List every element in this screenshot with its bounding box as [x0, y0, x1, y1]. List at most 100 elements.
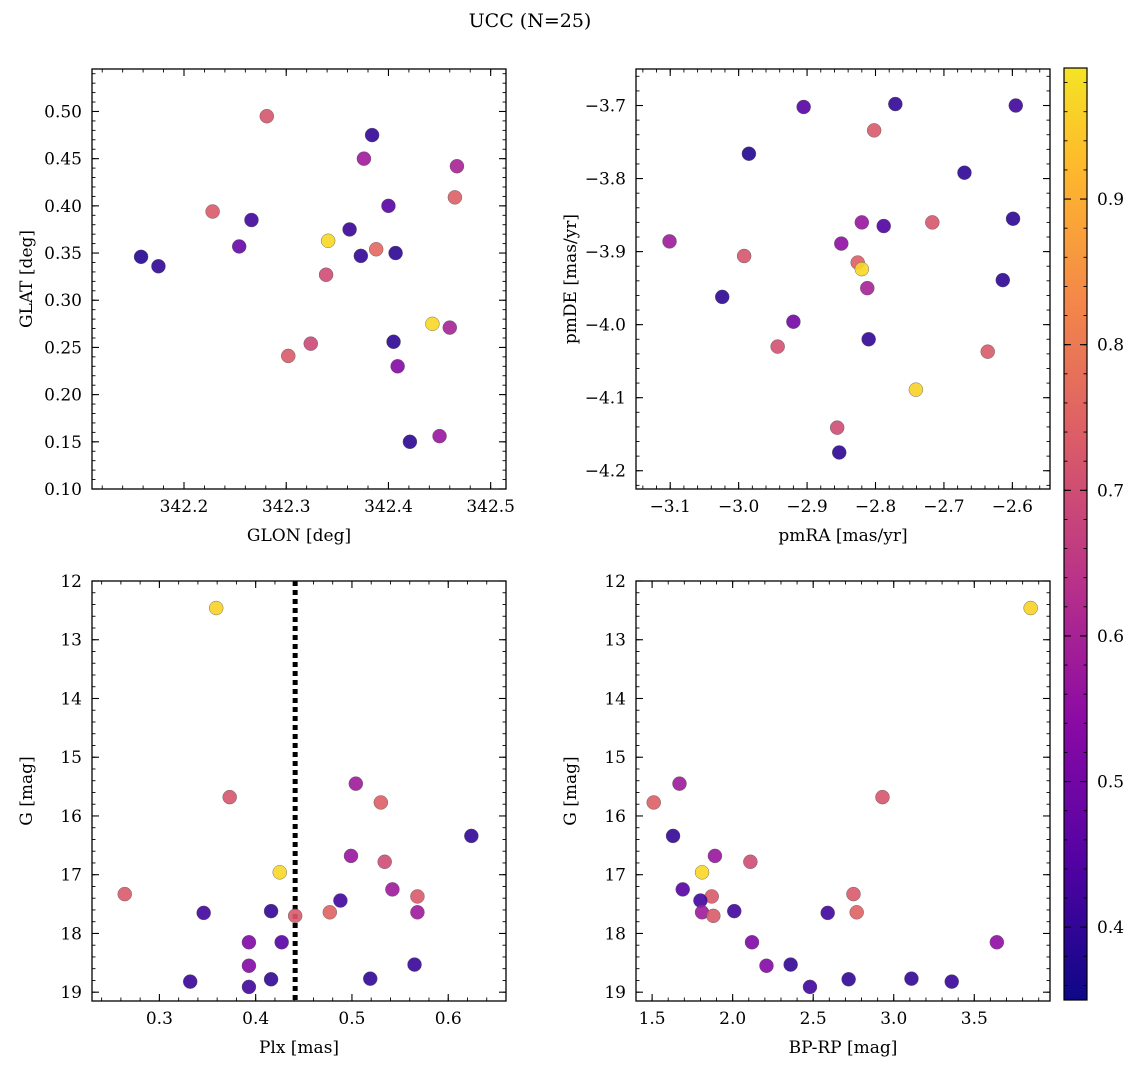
data-point [447, 190, 463, 205]
data-point [333, 893, 348, 908]
y-tick-label: −4.0 [585, 316, 626, 336]
data-point [368, 242, 384, 257]
data-point [281, 348, 296, 364]
y-tick-label: 19 [60, 983, 82, 1003]
x-tick-label: 0.4 [242, 1009, 269, 1029]
y-tick-label: 13 [60, 631, 82, 651]
y-tick-label: 15 [604, 748, 626, 768]
y-tick-label: 12 [604, 572, 626, 592]
colorbar-gradient [1063, 67, 1088, 1001]
data-point [854, 261, 870, 277]
data-point [241, 935, 257, 950]
data-point [715, 289, 730, 305]
y-axis-label: GLAT [deg] [17, 230, 37, 328]
colorbar: 0.4 0.5 0.6 0.7 0.8 0.9 [1063, 67, 1124, 1001]
x-tick-label: 3.0 [880, 1009, 907, 1029]
colorbar-tick-label: 0.8 [1097, 336, 1124, 356]
y-tick-label: −3.7 [585, 97, 626, 117]
data-point [432, 428, 447, 444]
data-point [388, 245, 403, 261]
panel-pmra-pmde: −3.1 −3.0 −2.9 −2.8 −2.7 −2.6 −4.2 −4.1 −4.0 −3.9… [561, 68, 1051, 546]
y-tick-label: 0.30 [44, 291, 82, 311]
axes-frame [91, 580, 507, 1002]
y-tick-label: 14 [604, 689, 626, 709]
y-tick-label: −3.9 [585, 243, 626, 263]
data-point [464, 828, 479, 844]
y-tick-label: 0.25 [44, 338, 82, 358]
x-tick-label: 0.5 [338, 1009, 365, 1029]
y-tick-label: 0.10 [44, 480, 82, 500]
data-point [133, 249, 149, 265]
data-point [303, 336, 318, 351]
x-tick-label: −2.8 [855, 497, 896, 517]
y-tick-label: 0.50 [44, 102, 82, 122]
data-point [410, 905, 425, 920]
data-point [263, 972, 279, 987]
data-point [272, 865, 287, 880]
y-tick-label: 18 [60, 924, 82, 944]
y-tick-label: 0.40 [44, 197, 82, 217]
y-tick-label: 16 [60, 807, 82, 827]
data-point [318, 267, 334, 282]
data-point [672, 776, 687, 791]
x-tick-label: −3.1 [650, 497, 691, 517]
data-point [244, 212, 259, 228]
x-tick-label: −2.9 [786, 497, 827, 517]
data-point [675, 882, 690, 897]
y-tick-label: 0.45 [44, 150, 82, 170]
data-point [706, 908, 721, 924]
data-point [743, 854, 758, 869]
axes-frame [91, 68, 507, 490]
data-point [385, 882, 400, 897]
data-point [263, 903, 279, 919]
data-point [944, 974, 959, 989]
data-point [861, 332, 876, 347]
figure-title: UCC (N=25) [469, 10, 592, 32]
data-point [925, 215, 940, 230]
y-tick-label: 0.35 [44, 244, 82, 264]
x-tick-label: 0.6 [435, 1009, 462, 1029]
data-point [866, 123, 882, 138]
data-point [876, 218, 891, 234]
data-point [442, 320, 457, 335]
y-tick-label: 17 [60, 866, 82, 886]
data-point [744, 935, 760, 950]
data-point [1008, 98, 1023, 113]
data-point [364, 127, 380, 143]
data-point [363, 971, 378, 986]
x-tick-label: 2.0 [719, 1009, 746, 1029]
data-point [849, 905, 864, 920]
y-tick-label: 0.15 [44, 433, 82, 453]
data-point [183, 974, 198, 989]
y-tick-label: 12 [60, 572, 82, 592]
data-point [786, 314, 801, 329]
y-tick-label: 15 [60, 748, 82, 768]
data-point [841, 972, 856, 987]
data-point [875, 789, 890, 805]
data-point [381, 198, 396, 214]
y-axis-label: G [mag] [561, 756, 581, 825]
data-point [322, 905, 338, 920]
x-tick-label: −2.6 [992, 497, 1033, 517]
x-tick-label: 2.5 [800, 1009, 827, 1029]
data-point [727, 903, 742, 919]
data-point [259, 108, 274, 124]
x-tick-label: −2.7 [923, 497, 964, 517]
data-point [287, 908, 303, 924]
data-point [802, 979, 818, 995]
x-tick-label: 342.3 [262, 497, 311, 517]
data-point [342, 222, 357, 237]
data-point [449, 159, 465, 174]
data-point [796, 99, 811, 115]
data-point [343, 848, 359, 864]
x-axis-label: BP-RP [mag] [789, 1038, 898, 1058]
panel-bprp-g: 1.5 2.0 2.5 3.0 3.5 12 13 14 15 16 17 18 19 BP-RP [ma… [561, 572, 1051, 1058]
data-point [377, 854, 392, 869]
y-tick-label: −4.1 [585, 389, 626, 409]
colorbar-tick-label: 0.6 [1097, 627, 1124, 647]
data-point [888, 96, 903, 112]
data-point [957, 165, 972, 180]
data-point [241, 958, 257, 973]
x-axis-label: GLON [deg] [247, 526, 351, 546]
